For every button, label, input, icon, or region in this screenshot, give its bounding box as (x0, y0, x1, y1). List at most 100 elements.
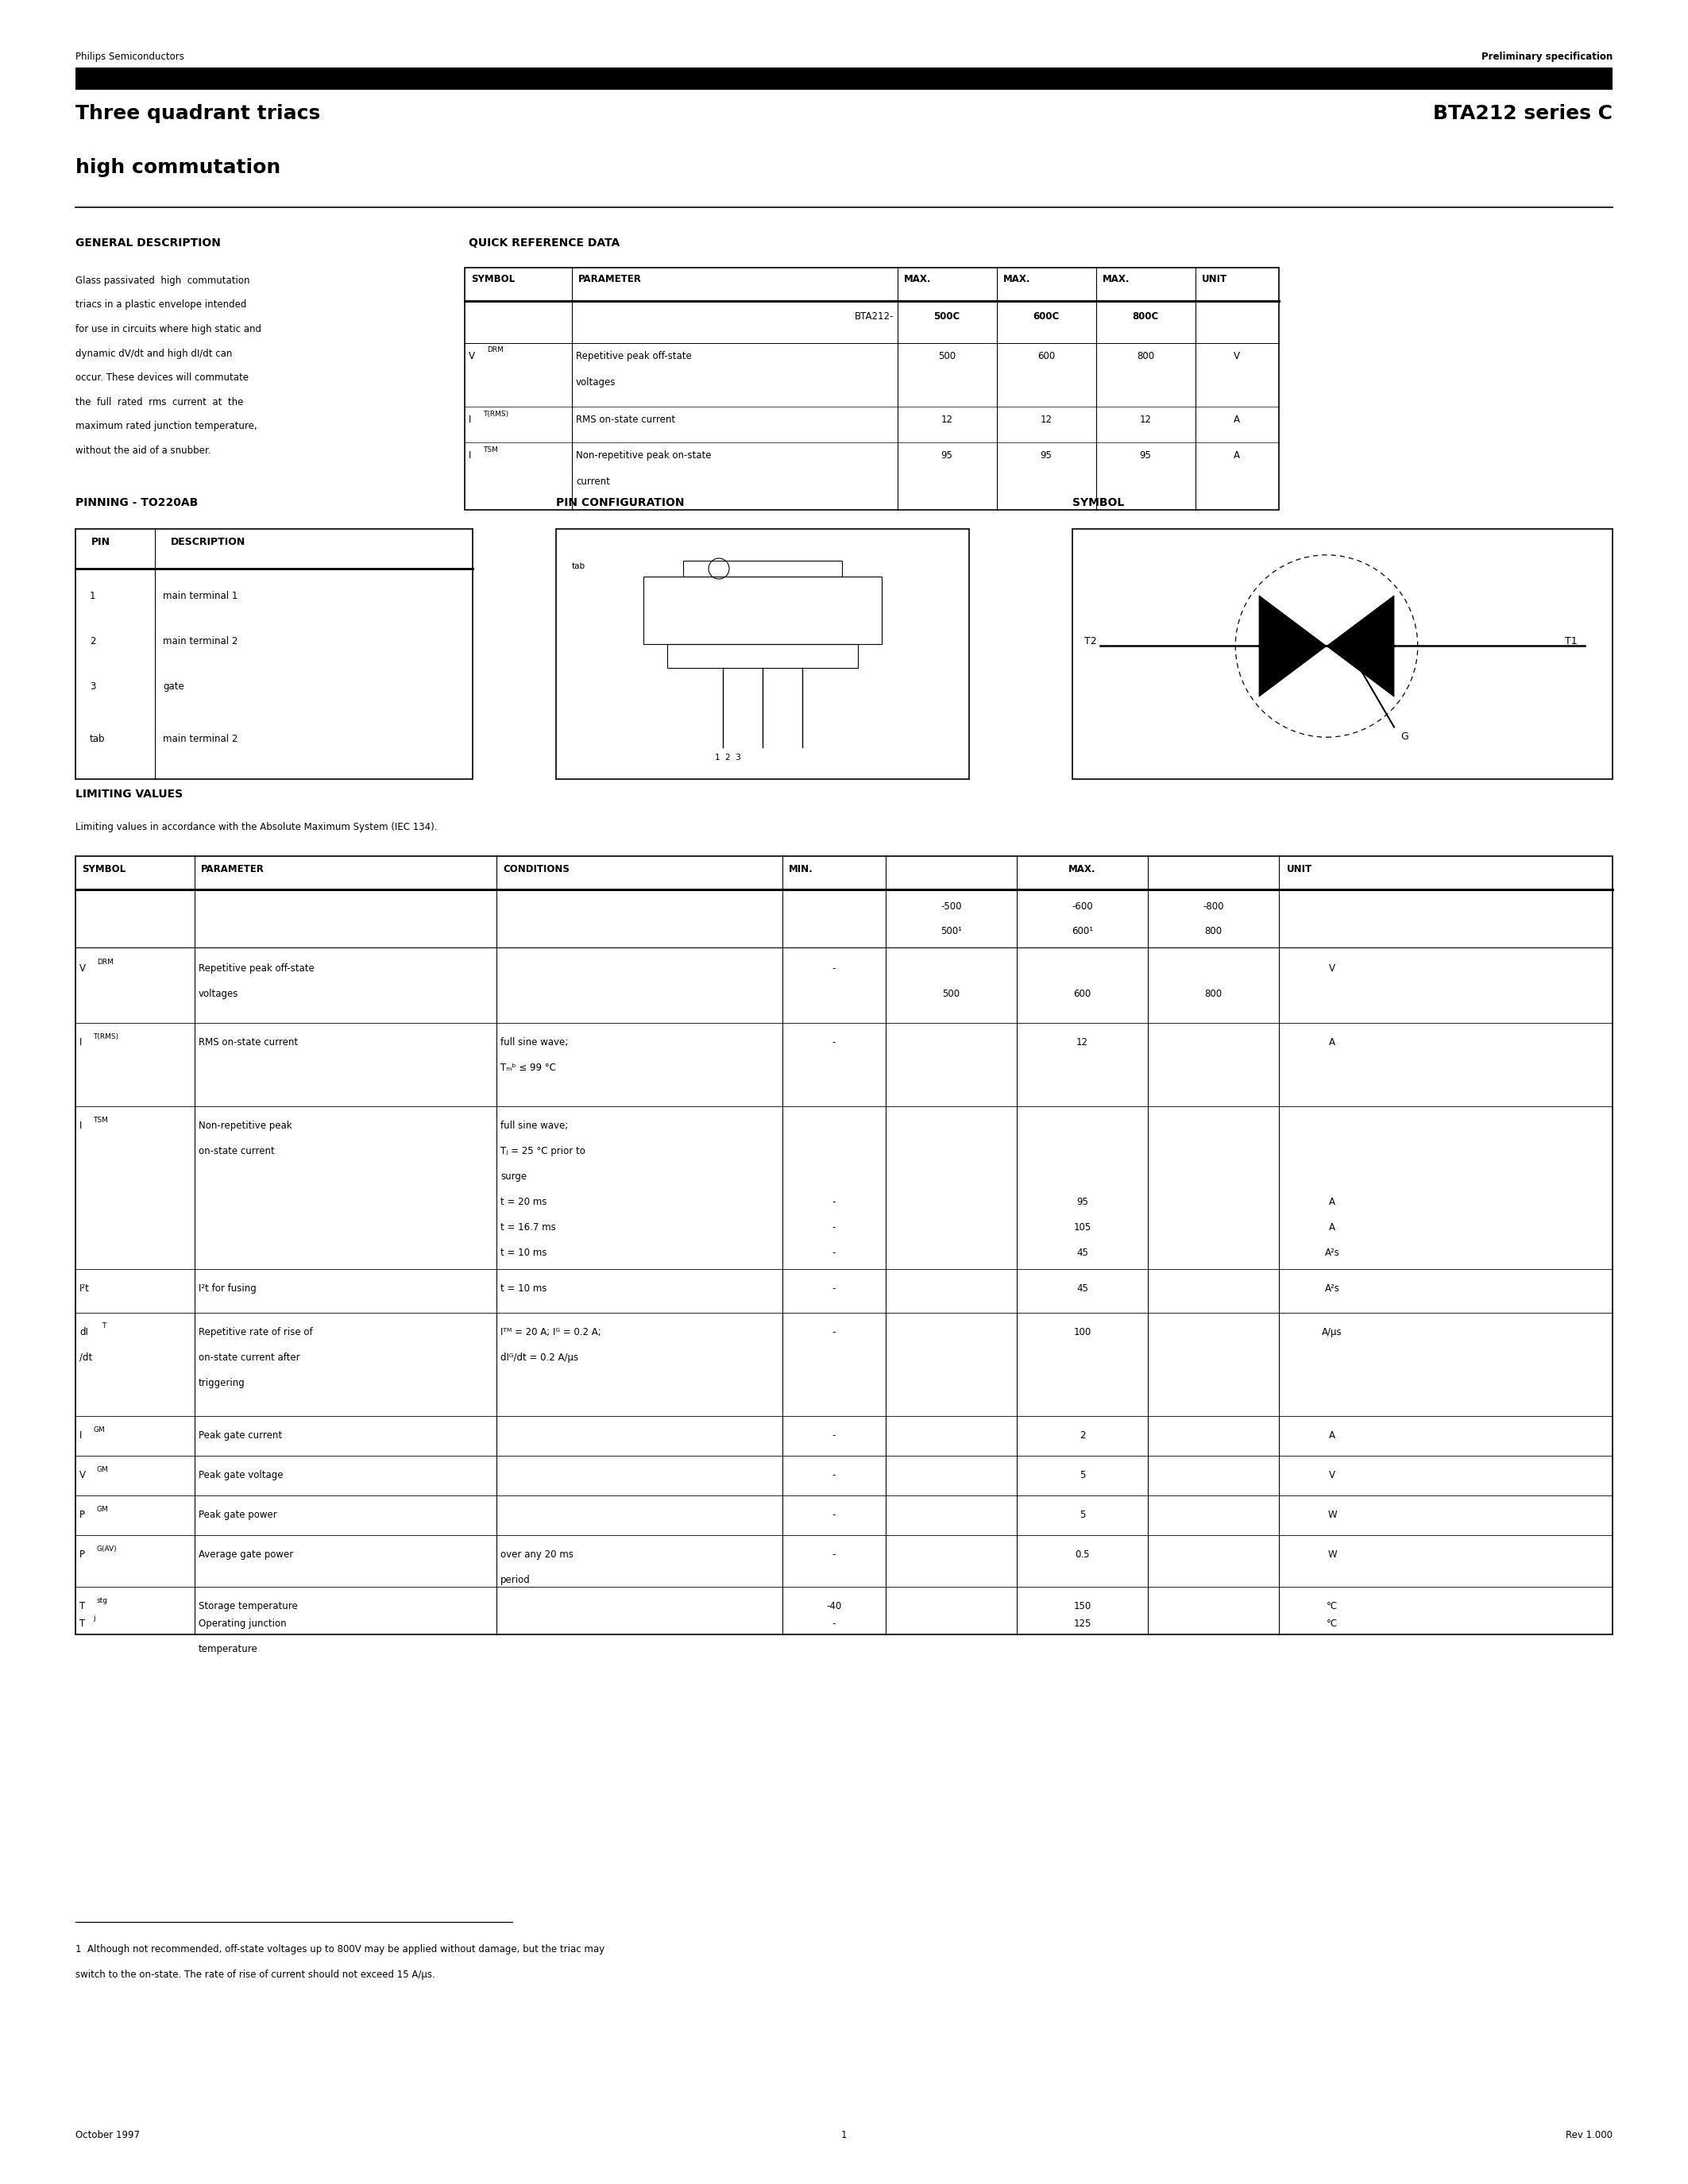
Text: t = 10 ms: t = 10 ms (500, 1247, 547, 1258)
Text: voltages: voltages (199, 989, 238, 998)
Text: A/μs: A/μs (1322, 1328, 1342, 1337)
Text: Repetitive rate of rise of: Repetitive rate of rise of (199, 1328, 312, 1337)
Text: TSM: TSM (93, 1116, 108, 1125)
Text: 500: 500 (939, 352, 955, 360)
Text: SYMBOL: SYMBOL (81, 865, 125, 874)
Text: °C: °C (1327, 1618, 1339, 1629)
Text: main terminal 2: main terminal 2 (162, 636, 238, 646)
Text: Repetitive peak off-state: Repetitive peak off-state (576, 352, 692, 360)
Text: A: A (1234, 415, 1241, 426)
Text: Iᵀᴹ = 20 A; Iᴳ = 0.2 A;: Iᵀᴹ = 20 A; Iᴳ = 0.2 A; (500, 1328, 601, 1337)
Text: full sine wave;: full sine wave; (500, 1037, 569, 1048)
Text: -: - (832, 1284, 836, 1293)
Text: QUICK REFERENCE DATA: QUICK REFERENCE DATA (469, 238, 619, 249)
Bar (684, 561, 842, 577)
Text: V: V (79, 963, 86, 974)
Text: GM: GM (93, 1426, 105, 1433)
Text: -800: -800 (1204, 902, 1224, 911)
Text: DESCRIPTION: DESCRIPTION (170, 537, 246, 548)
Text: 5: 5 (1079, 1470, 1085, 1481)
Polygon shape (1259, 596, 1327, 697)
Text: 12: 12 (940, 415, 952, 426)
Text: tab: tab (89, 734, 105, 745)
Text: Average gate power: Average gate power (199, 1548, 294, 1559)
Text: 12: 12 (1040, 415, 1052, 426)
Text: /dt: /dt (79, 1352, 93, 1363)
Text: Tⱼ = 25 °C prior to: Tⱼ = 25 °C prior to (500, 1147, 586, 1155)
Text: DRM: DRM (486, 347, 503, 354)
Text: 1  Although not recommended, off-state voltages up to 800V may be applied withou: 1 Although not recommended, off-state vo… (76, 1944, 604, 1955)
Text: period: period (500, 1575, 530, 1586)
Text: 95: 95 (940, 450, 952, 461)
Text: Non-repetitive peak on-state: Non-repetitive peak on-state (576, 450, 711, 461)
Text: -500: -500 (940, 902, 962, 911)
Text: maximum rated junction temperature,: maximum rated junction temperature, (76, 422, 257, 430)
Text: t = 10 ms: t = 10 ms (500, 1284, 547, 1293)
Text: Non-repetitive peak: Non-repetitive peak (199, 1120, 292, 1131)
Text: PIN: PIN (91, 537, 110, 548)
Text: 100: 100 (1074, 1328, 1090, 1337)
Text: -: - (832, 1509, 836, 1520)
Bar (1072, 529, 1612, 780)
Text: P: P (79, 1548, 84, 1559)
Text: full sine wave;: full sine wave; (500, 1120, 569, 1131)
Text: 105: 105 (1074, 1223, 1090, 1232)
Text: RMS on-state current: RMS on-state current (576, 415, 675, 426)
Text: I: I (79, 1120, 83, 1131)
Text: I²t for fusing: I²t for fusing (199, 1284, 257, 1293)
Text: V: V (79, 1470, 86, 1481)
Text: BTA212 series C: BTA212 series C (1433, 105, 1612, 122)
Text: dI: dI (79, 1328, 88, 1337)
Text: Storage temperature: Storage temperature (199, 1601, 297, 1612)
Text: Philips Semiconductors: Philips Semiconductors (76, 52, 184, 61)
Text: PINNING - TO220AB: PINNING - TO220AB (76, 498, 197, 509)
Text: on-state current: on-state current (199, 1147, 275, 1155)
Text: I: I (469, 450, 471, 461)
Text: -: - (832, 1328, 836, 1337)
Bar (643, 577, 881, 644)
Text: 95: 95 (1040, 450, 1052, 461)
Text: PIN CONFIGURATION: PIN CONFIGURATION (555, 498, 684, 509)
Text: A²s: A²s (1325, 1247, 1340, 1258)
Text: 2: 2 (89, 636, 96, 646)
Text: G(AV): G(AV) (96, 1546, 116, 1553)
Text: dIᴳ/dt = 0.2 A/μs: dIᴳ/dt = 0.2 A/μs (500, 1352, 579, 1363)
Text: RMS on-state current: RMS on-state current (199, 1037, 299, 1048)
Text: -: - (832, 1247, 836, 1258)
Text: MAX.: MAX. (1102, 273, 1129, 284)
Text: T(RMS): T(RMS) (93, 1033, 118, 1040)
Text: 1: 1 (89, 592, 96, 601)
Text: SYMBOL: SYMBOL (471, 273, 515, 284)
Text: A: A (1234, 450, 1241, 461)
Text: T1: T1 (1565, 636, 1577, 646)
Text: Limiting values in accordance with the Absolute Maximum System (IEC 134).: Limiting values in accordance with the A… (76, 821, 437, 832)
Text: A: A (1328, 1037, 1335, 1048)
Bar (667, 644, 858, 668)
Text: 1: 1 (841, 2129, 847, 2140)
Text: -: - (832, 1037, 836, 1048)
Text: -: - (832, 1548, 836, 1559)
Text: Preliminary specification: Preliminary specification (1482, 52, 1612, 61)
Text: without the aid of a snubber.: without the aid of a snubber. (76, 446, 211, 456)
Text: surge: surge (500, 1171, 527, 1182)
Text: 125: 125 (1074, 1618, 1090, 1629)
Text: t = 16.7 ms: t = 16.7 ms (500, 1223, 555, 1232)
Text: 800C: 800C (1133, 312, 1158, 321)
Bar (76, 68, 1612, 90)
Text: 12: 12 (1139, 415, 1151, 426)
Text: over any 20 ms: over any 20 ms (500, 1548, 574, 1559)
Text: GM: GM (96, 1505, 108, 1514)
Text: on-state current after: on-state current after (199, 1352, 300, 1363)
Text: -: - (832, 1431, 836, 1441)
Text: I²t: I²t (79, 1284, 89, 1293)
Text: A: A (1328, 1223, 1335, 1232)
Text: P: P (79, 1509, 84, 1520)
Text: 45: 45 (1077, 1247, 1089, 1258)
Text: 5: 5 (1079, 1509, 1085, 1520)
Bar (76, 529, 473, 780)
Text: Tₘᵇ ≤ 99 °C: Tₘᵇ ≤ 99 °C (500, 1064, 555, 1072)
Text: MIN.: MIN. (788, 865, 814, 874)
Text: -: - (832, 1197, 836, 1208)
Bar (76, 856, 1612, 1634)
Text: 500¹: 500¹ (940, 926, 962, 937)
